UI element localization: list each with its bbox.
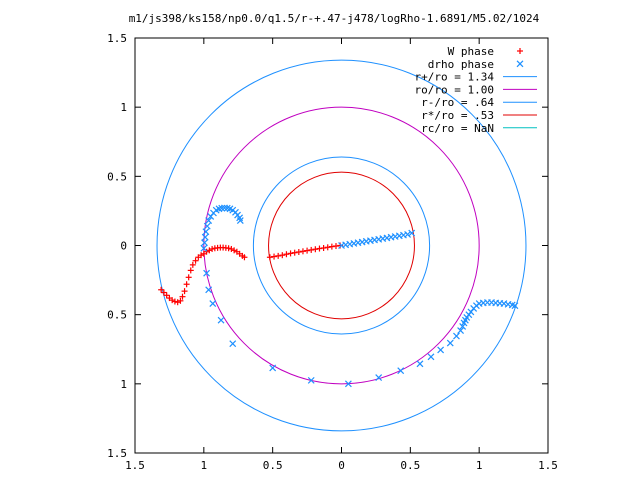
w-phase-point <box>187 267 194 274</box>
w-phase-point <box>192 257 199 264</box>
drho-phase-point <box>229 340 237 348</box>
circle-curve <box>156 59 527 432</box>
drho-phase-point <box>344 380 352 388</box>
y-tick-label: 0 <box>120 240 127 253</box>
y-tick-label: 1.5 <box>107 447 127 460</box>
w-phase-point <box>189 261 196 268</box>
x-tick-label: 1.5 <box>125 459 145 472</box>
w-phase-point <box>231 247 238 254</box>
drho-phase-point <box>307 376 315 384</box>
drho-phase-point <box>217 316 225 324</box>
legend-label: r+/ro = 1.34 <box>415 71 495 84</box>
w-phase-point <box>171 298 178 305</box>
drho-phase-point <box>218 204 226 212</box>
drho-phase-point <box>404 231 412 238</box>
w-phase-point <box>295 249 302 256</box>
drho-phase-point <box>201 233 209 241</box>
w-phase-point <box>279 252 286 259</box>
drho-phase-point <box>453 332 460 340</box>
w-phase-point <box>183 281 190 288</box>
axis-ticks: 1.5 1 0.5 0 0.5 1 1.51.510.500.511.5 <box>107 32 558 472</box>
w-phase-point <box>324 244 331 251</box>
w-phase-point <box>304 247 311 254</box>
w-phase-point <box>185 274 192 281</box>
drho-phase-point <box>397 367 405 375</box>
w-phase-point <box>275 252 282 259</box>
x-tick-label: 0 <box>338 459 345 472</box>
x-tick-label: 1.5 <box>538 459 558 472</box>
w-phase-point <box>299 248 306 255</box>
drho-phase-point <box>416 360 424 368</box>
legend-label: W phase <box>448 45 494 58</box>
drho-phase-point <box>203 222 211 230</box>
data-points <box>158 204 519 388</box>
w-phase-point <box>308 246 315 253</box>
drho-phase-point <box>203 269 211 277</box>
w-phase-point <box>266 254 273 261</box>
x-tick-label: 1 <box>201 459 208 472</box>
x-tick-label: 0.5 <box>400 459 420 472</box>
legend-marker <box>516 60 524 68</box>
chart-title: m1/js398/ks158/np0.0/q1.5/r-+.47-j478/lo… <box>129 12 540 25</box>
drho-phase-point <box>236 217 244 225</box>
legend-label: rc/ro = NaN <box>421 122 494 135</box>
drho-phase-point <box>200 244 208 252</box>
y-tick-label: 1 <box>120 101 127 114</box>
drho-phase-point <box>457 327 465 334</box>
y-tick-label: 0.5 <box>107 170 127 183</box>
drho-phase-point <box>446 339 454 347</box>
circle-curve <box>203 106 480 385</box>
drho-phase-point <box>209 300 217 308</box>
w-phase-point <box>271 253 278 260</box>
w-phase-point <box>203 248 210 255</box>
drho-phase-point <box>205 286 213 294</box>
legend-label: drho phase <box>428 58 494 71</box>
w-phase-point <box>320 244 327 251</box>
circle-curves <box>156 59 527 432</box>
w-phase-point <box>174 299 181 306</box>
w-phase-point <box>225 245 232 252</box>
drho-phase-point <box>221 204 228 212</box>
w-phase-point <box>179 293 186 300</box>
w-phase-point <box>283 251 290 258</box>
legend-label: r*/ro = .53 <box>421 109 494 122</box>
w-phase-point <box>198 252 205 259</box>
drho-phase-point <box>427 353 435 361</box>
w-phase-point <box>163 292 170 299</box>
y-tick-label: 1 <box>120 378 127 391</box>
w-phase-point <box>181 288 188 295</box>
w-phase-point <box>291 249 298 256</box>
circle-curve <box>252 156 431 335</box>
w-phase-point <box>206 247 213 254</box>
w-phase-point <box>177 297 184 304</box>
legend-label: ro/ro = 1.00 <box>415 83 494 96</box>
drho-phase-point <box>408 229 416 237</box>
drho-phase-point <box>375 374 383 382</box>
legend-marker <box>517 48 523 54</box>
w-phase-point <box>228 245 235 252</box>
w-phase-point <box>312 246 319 253</box>
drho-phase-point <box>269 364 277 372</box>
y-tick-label: 1.5 <box>107 32 127 45</box>
w-phase-point <box>209 245 216 252</box>
x-tick-label: 1 <box>476 459 483 472</box>
w-phase-point <box>241 254 248 261</box>
drho-phase-point <box>201 239 208 247</box>
drho-phase-point <box>202 228 210 236</box>
w-phase-point <box>287 250 294 257</box>
drho-phase-point <box>437 346 445 354</box>
w-phase-point <box>160 289 167 296</box>
circle-curve <box>268 171 415 320</box>
x-tick-label: 0.5 <box>263 459 283 472</box>
w-phase-point <box>158 286 165 293</box>
legend-label: r-/ro = .64 <box>421 96 494 109</box>
drho-phase-point <box>511 302 519 310</box>
drho-phase-point <box>205 217 213 225</box>
y-tick-label: 0.5 <box>107 309 127 322</box>
w-phase-point <box>169 297 176 304</box>
